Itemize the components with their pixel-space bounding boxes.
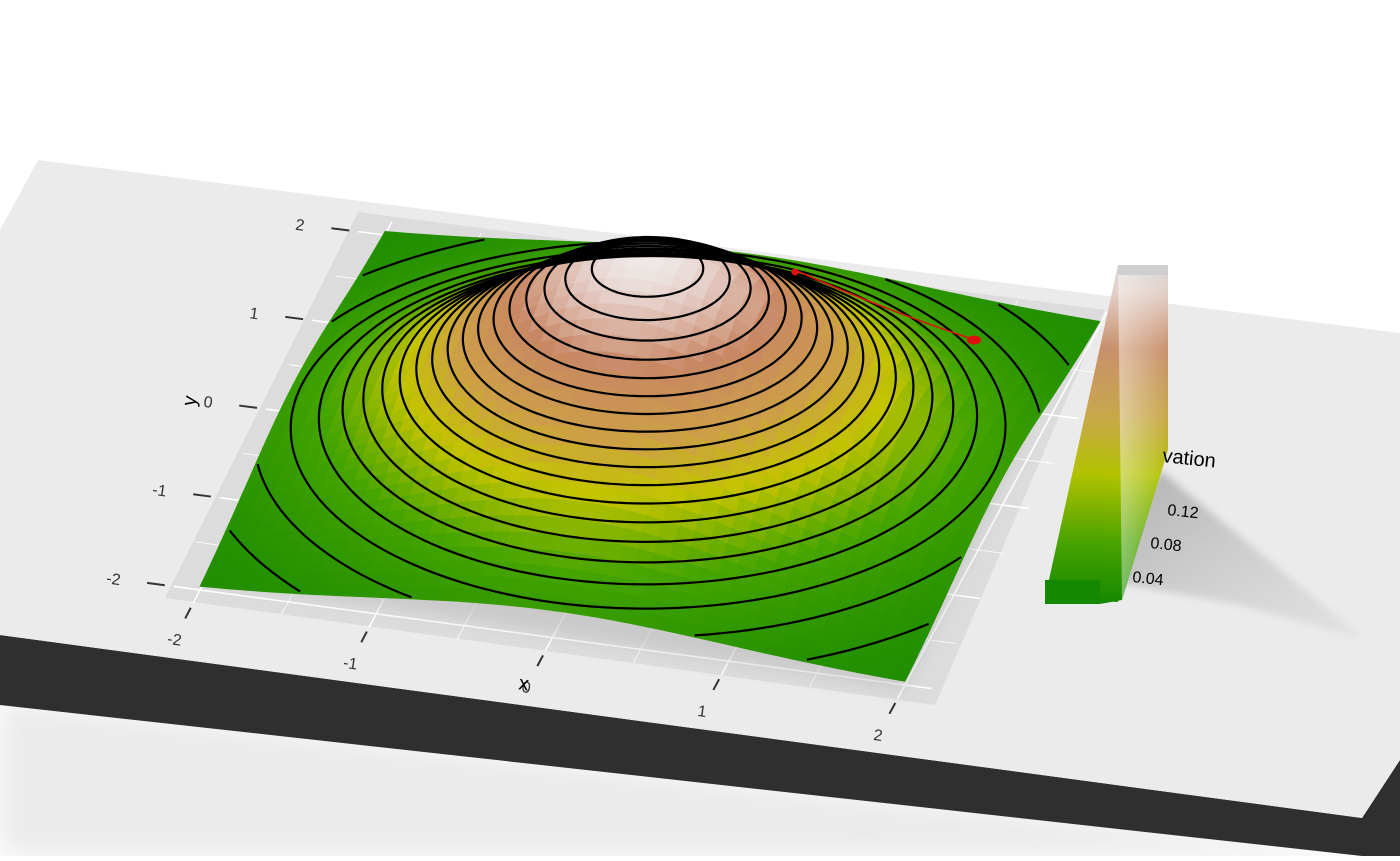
legend-break-label: 0.04 — [1132, 569, 1165, 589]
x-tick-label: -2 — [166, 631, 183, 650]
y-tick-label: -2 — [105, 570, 122, 589]
x-tick-label: -1 — [342, 655, 359, 674]
legend-break-label: 0.08 — [1150, 535, 1183, 555]
legend-colorbar-cap — [1118, 265, 1168, 275]
legend-break-label: 0.12 — [1167, 502, 1200, 522]
y-tick-label: -1 — [151, 482, 168, 501]
legend-colorbar-base — [1045, 580, 1100, 604]
